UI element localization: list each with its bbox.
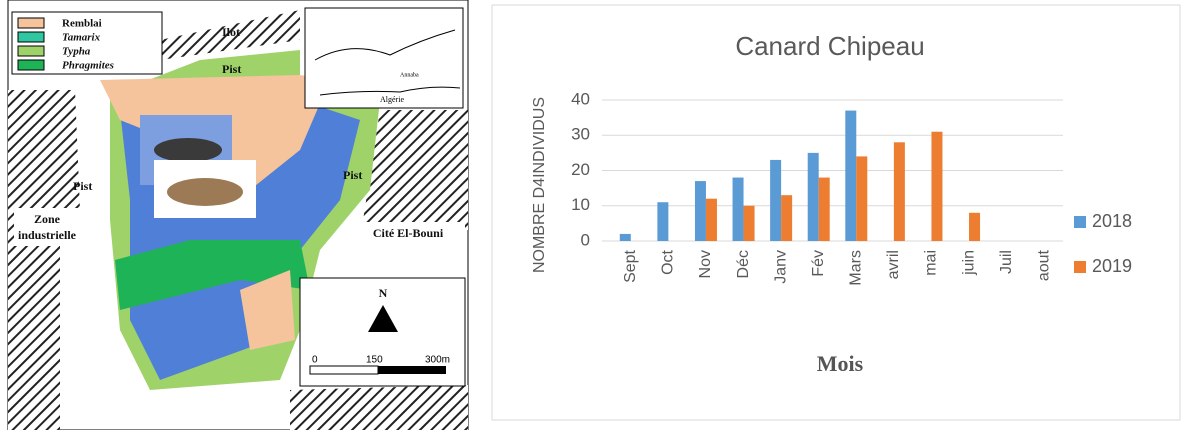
- bar: [705, 198, 717, 241]
- scale-bar: [309, 365, 379, 375]
- bar: [732, 177, 744, 241]
- chart-title: Canard Chipeau: [735, 31, 924, 61]
- scale-bar: [378, 366, 446, 374]
- scale-label: 300m: [425, 355, 450, 366]
- bar: [781, 195, 793, 241]
- y-tick-label: 10: [571, 195, 590, 214]
- bar: [619, 233, 631, 241]
- hatched-area: [290, 385, 468, 430]
- y-tick-label: 30: [571, 125, 590, 144]
- y-tick-label: 40: [571, 89, 590, 108]
- inset-map: [304, 7, 464, 109]
- scale-label: 0: [312, 355, 318, 366]
- chart-frame: [491, 4, 1181, 421]
- legend-label: 2018: [1092, 211, 1132, 231]
- bar: [743, 205, 755, 241]
- hatched-area: [8, 90, 80, 430]
- x-tick-label: Janv: [772, 250, 789, 284]
- bar: [807, 152, 819, 241]
- legend-swatch: [17, 59, 45, 71]
- legend-swatch: [17, 45, 45, 57]
- bar: [818, 177, 830, 241]
- phragmites: [115, 240, 310, 310]
- y-tick-label: 0: [581, 230, 590, 249]
- map-label: Pist: [73, 179, 92, 193]
- bar: [845, 110, 857, 241]
- remblai: [240, 270, 295, 350]
- x-tick-label: avril: [885, 250, 902, 279]
- legend-label: Tamarix: [62, 32, 101, 44]
- label-box: [355, 222, 465, 246]
- hatched-area: [160, 10, 300, 60]
- x-tick-label: juin: [960, 250, 977, 276]
- bar: [969, 212, 981, 241]
- y-tick-label: 20: [571, 160, 590, 179]
- x-tick-label: Sept: [622, 249, 639, 282]
- bar: [931, 131, 943, 241]
- legend-swatch: [17, 31, 45, 43]
- map-label: industrielle: [18, 228, 77, 242]
- bar: [694, 181, 706, 241]
- legend-label: Typha: [62, 46, 91, 58]
- north-arrow: [368, 305, 398, 332]
- bar: [657, 202, 669, 241]
- north-label: N: [379, 286, 388, 300]
- x-tick-label: Nov: [697, 250, 714, 278]
- x-tick-label: Déc: [735, 250, 752, 278]
- legend-label: Phragmites: [62, 60, 114, 72]
- inset-label: Algérie: [380, 95, 404, 104]
- inset-label: Annaba: [400, 72, 419, 78]
- map-label: Cité El-Bouni: [373, 226, 444, 240]
- bar: [770, 159, 782, 241]
- legend-label: 2019: [1092, 256, 1132, 276]
- x-tick-label: mai: [923, 250, 940, 276]
- bar: [856, 156, 868, 241]
- y-axis-label: NOMBRE D4INDIVIDUS: [531, 97, 548, 273]
- map: Remblai Tamarix Typha Phragmites Algérie…: [7, 0, 469, 430]
- x-axis-label: Mois: [817, 351, 864, 376]
- legend-swatch: [1074, 216, 1086, 228]
- map-label: Pist: [222, 62, 241, 76]
- map-label: Zone: [34, 212, 61, 226]
- legend-swatch: [1074, 261, 1086, 273]
- map-label: Pist: [343, 168, 362, 182]
- map-label: Ilot: [222, 25, 240, 39]
- bar: [893, 142, 905, 241]
- hatched-area: [360, 110, 468, 240]
- label-box: [14, 208, 80, 246]
- scale-label: 150: [366, 355, 383, 366]
- x-tick-label: Juil: [998, 250, 1015, 274]
- legend-label: Remblai: [62, 18, 102, 30]
- coastline: [314, 29, 461, 96]
- x-tick-label: Oct: [660, 249, 677, 274]
- duck: [154, 138, 222, 162]
- x-tick-label: Fév: [810, 250, 827, 277]
- legend-swatch: [17, 17, 45, 29]
- x-tick-label: aout: [1035, 249, 1052, 281]
- duck: [167, 178, 243, 206]
- x-tick-label: Mars: [848, 250, 865, 286]
